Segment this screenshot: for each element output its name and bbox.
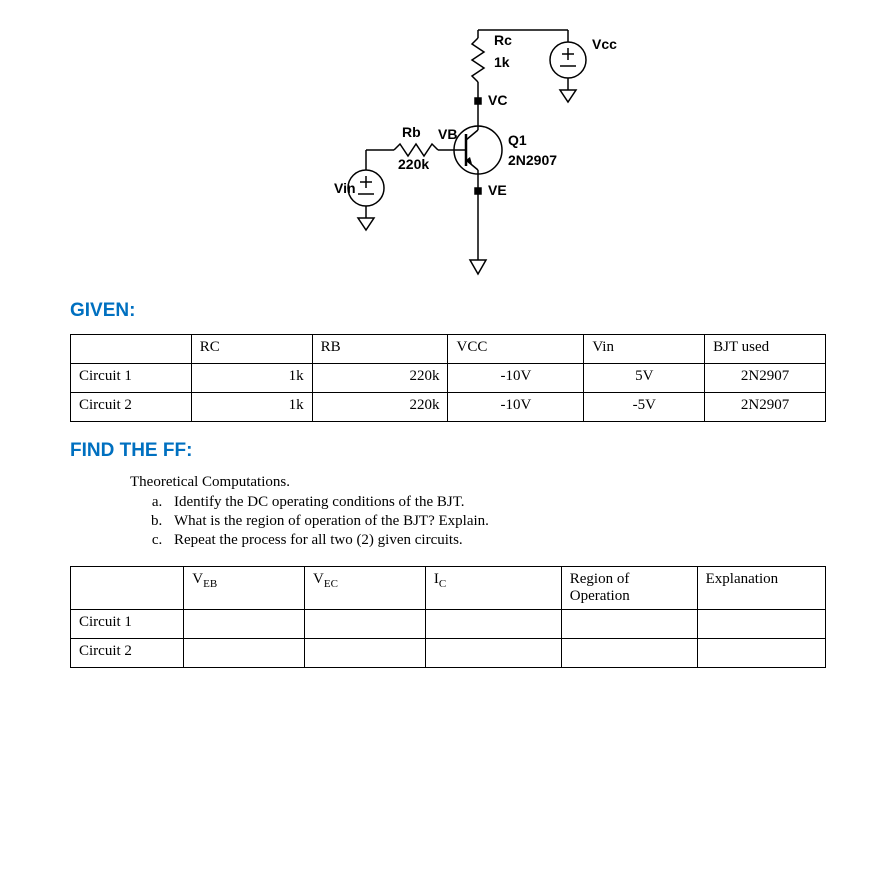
label-ve: VE	[488, 182, 507, 198]
given-cell: 1k	[191, 364, 312, 393]
results-cell-empty	[184, 610, 305, 639]
results-col-header: Explanation	[697, 567, 825, 610]
results-row-label: Circuit 2	[71, 639, 184, 668]
given-col-header: BJT used	[705, 335, 826, 364]
results-col-header: IC	[425, 567, 561, 610]
given-cell: 220k	[312, 393, 448, 422]
task-item: Identify the DC operating conditions of …	[166, 493, 826, 512]
results-col-header	[71, 567, 184, 610]
results-cell-empty	[305, 639, 426, 668]
given-cell: 1k	[191, 393, 312, 422]
results-col-header: VEC	[305, 567, 426, 610]
heading-given: GIVEN:	[70, 300, 826, 322]
label-rb: Rb	[402, 124, 421, 140]
given-cell: 5V	[584, 364, 705, 393]
label-vc: VC	[488, 92, 507, 108]
circuit-diagram: Rc 1k VC Vcc Rb 220k VB Q1 2N2907 VE Vin	[248, 20, 648, 290]
circuit-svg	[248, 20, 648, 290]
given-cell: Circuit 1	[71, 364, 192, 393]
given-cell: 2N2907	[705, 364, 826, 393]
given-cell: 2N2907	[705, 393, 826, 422]
task-item: What is the region of operation of the B…	[166, 512, 826, 531]
given-cell: Circuit 2	[71, 393, 192, 422]
given-table: RCRBVCCVinBJT usedCircuit 11k220k-10V5V2…	[70, 334, 826, 422]
task-item: Repeat the process for all two (2) given…	[166, 531, 826, 550]
label-q1: Q1	[508, 132, 527, 148]
given-col-header: Vin	[584, 335, 705, 364]
given-col-header	[71, 335, 192, 364]
results-cell-empty	[184, 639, 305, 668]
label-vcc: Vcc	[592, 36, 617, 52]
tasks-list: Identify the DC operating conditions of …	[166, 493, 826, 550]
results-cell-empty	[697, 610, 825, 639]
results-cell-empty	[697, 639, 825, 668]
results-cell-empty	[425, 639, 561, 668]
results-row-label: Circuit 1	[71, 610, 184, 639]
given-cell: -5V	[584, 393, 705, 422]
results-cell-empty	[561, 610, 697, 639]
results-cell-empty	[425, 610, 561, 639]
given-col-header: VCC	[448, 335, 584, 364]
given-cell: -10V	[448, 364, 584, 393]
given-cell: 220k	[312, 364, 448, 393]
results-table: VEBVECICRegion of OperationExplanation Ci…	[70, 566, 826, 668]
results-col-header: VEB	[184, 567, 305, 610]
results-col-header: Region of Operation	[561, 567, 697, 610]
label-rb-val: 220k	[398, 156, 429, 172]
tasks-intro: Theoretical Computations.	[130, 474, 826, 491]
label-vin: Vin	[334, 180, 356, 196]
heading-find: FIND THE FF:	[70, 440, 826, 462]
given-col-header: RC	[191, 335, 312, 364]
label-vb: VB	[438, 126, 457, 142]
results-cell-empty	[305, 610, 426, 639]
given-cell: -10V	[448, 393, 584, 422]
label-rc: Rc	[494, 32, 512, 48]
label-q1-part: 2N2907	[508, 152, 557, 168]
label-rc-val: 1k	[494, 54, 510, 70]
given-col-header: RB	[312, 335, 448, 364]
results-cell-empty	[561, 639, 697, 668]
